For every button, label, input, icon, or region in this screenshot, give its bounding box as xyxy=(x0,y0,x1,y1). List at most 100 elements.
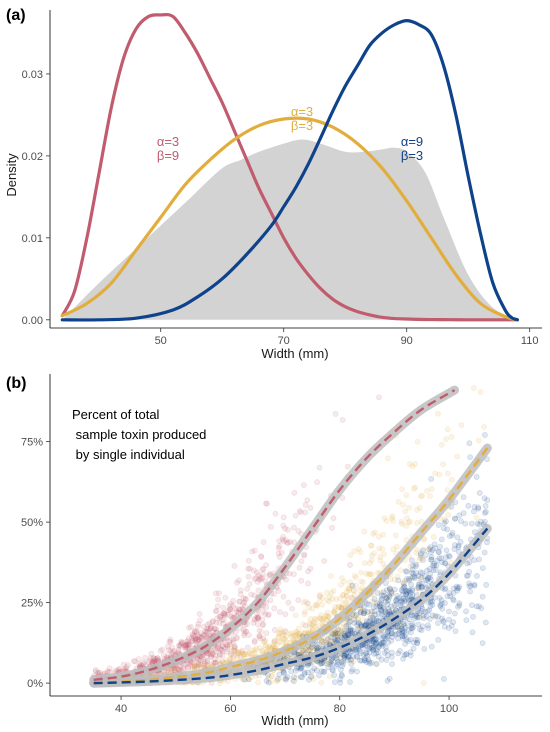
data-point xyxy=(417,493,424,500)
data-point xyxy=(331,636,338,643)
data-point xyxy=(388,628,395,634)
data-point xyxy=(356,620,362,627)
data-point xyxy=(175,648,182,655)
data-point xyxy=(263,642,269,649)
data-point xyxy=(220,616,227,623)
data-point xyxy=(446,553,453,560)
data-point xyxy=(341,654,348,660)
y-tick-label: 0% xyxy=(27,678,43,690)
data-point xyxy=(288,668,295,675)
data-point xyxy=(391,602,398,608)
data-point xyxy=(388,603,394,610)
data-point xyxy=(273,678,280,684)
data-point xyxy=(386,675,393,682)
data-point xyxy=(212,659,219,666)
data-point xyxy=(392,532,399,539)
data-point xyxy=(311,665,318,672)
data-point xyxy=(259,575,265,581)
data-point xyxy=(338,671,345,678)
data-point xyxy=(332,607,338,614)
data-point xyxy=(244,585,251,592)
data-point xyxy=(406,460,413,467)
data-point xyxy=(349,653,356,660)
data-point xyxy=(285,599,292,606)
data-point xyxy=(471,529,478,535)
data-point xyxy=(347,579,353,585)
data-point xyxy=(412,484,418,491)
data-point xyxy=(317,615,324,622)
data-point xyxy=(372,636,379,643)
curve-label-3: α=9 xyxy=(401,134,423,149)
data-point xyxy=(319,637,325,644)
data-point xyxy=(436,555,443,561)
curve-label-2: β=3 xyxy=(291,118,313,133)
data-point xyxy=(221,610,227,617)
data-point xyxy=(251,650,258,656)
data-point xyxy=(259,616,266,623)
data-point xyxy=(392,623,399,630)
data-point xyxy=(418,550,424,557)
data-point xyxy=(283,576,289,583)
data-point xyxy=(456,512,463,519)
panel-b: (b) 40 60 80 100 0% 25% 50% 75% Percent of tota… xyxy=(6,374,542,728)
data-point xyxy=(398,521,405,527)
data-point xyxy=(314,479,320,486)
data-point xyxy=(373,640,380,647)
data-point xyxy=(441,586,448,593)
data-point xyxy=(446,608,452,615)
data-point xyxy=(230,653,237,659)
data-point xyxy=(301,551,308,558)
data-point xyxy=(241,632,247,639)
data-point xyxy=(424,487,430,494)
data-point xyxy=(413,549,419,556)
data-point xyxy=(217,614,224,621)
data-point xyxy=(147,655,154,661)
data-point xyxy=(326,659,333,665)
data-point xyxy=(337,679,344,686)
data-point xyxy=(374,590,381,596)
data-point xyxy=(450,619,457,625)
data-point xyxy=(387,576,394,583)
data-point xyxy=(339,494,346,501)
data-point xyxy=(451,546,458,552)
data-point xyxy=(345,627,352,634)
data-point xyxy=(321,615,327,622)
data-point xyxy=(413,519,420,526)
data-point xyxy=(353,653,360,660)
data-point xyxy=(169,650,175,657)
data-point xyxy=(174,666,181,673)
data-point xyxy=(218,647,225,653)
data-point xyxy=(378,595,385,602)
data-point xyxy=(150,655,157,662)
data-point xyxy=(330,629,337,636)
data-point xyxy=(185,664,192,670)
data-point xyxy=(444,470,451,477)
data-point xyxy=(452,515,458,522)
data-point xyxy=(301,611,308,618)
data-point xyxy=(416,504,423,511)
data-point xyxy=(253,610,260,617)
data-point xyxy=(142,654,149,661)
data-point xyxy=(319,617,325,623)
data-point xyxy=(145,659,152,666)
data-point xyxy=(178,639,185,646)
data-point xyxy=(241,651,248,657)
data-point xyxy=(194,638,201,645)
data-point xyxy=(318,659,325,666)
data-point xyxy=(140,660,147,667)
data-point xyxy=(224,646,231,652)
data-point xyxy=(150,655,157,661)
data-point xyxy=(388,590,395,597)
data-point xyxy=(415,621,422,628)
data-point xyxy=(439,605,446,612)
data-point xyxy=(226,606,233,613)
data-point xyxy=(306,604,312,611)
data-point xyxy=(407,636,414,643)
data-point xyxy=(353,646,360,653)
data-point xyxy=(424,577,431,584)
data-point xyxy=(268,673,275,680)
data-point xyxy=(316,593,323,600)
data-point xyxy=(189,663,196,670)
data-point xyxy=(320,618,327,624)
data-point xyxy=(341,652,347,659)
